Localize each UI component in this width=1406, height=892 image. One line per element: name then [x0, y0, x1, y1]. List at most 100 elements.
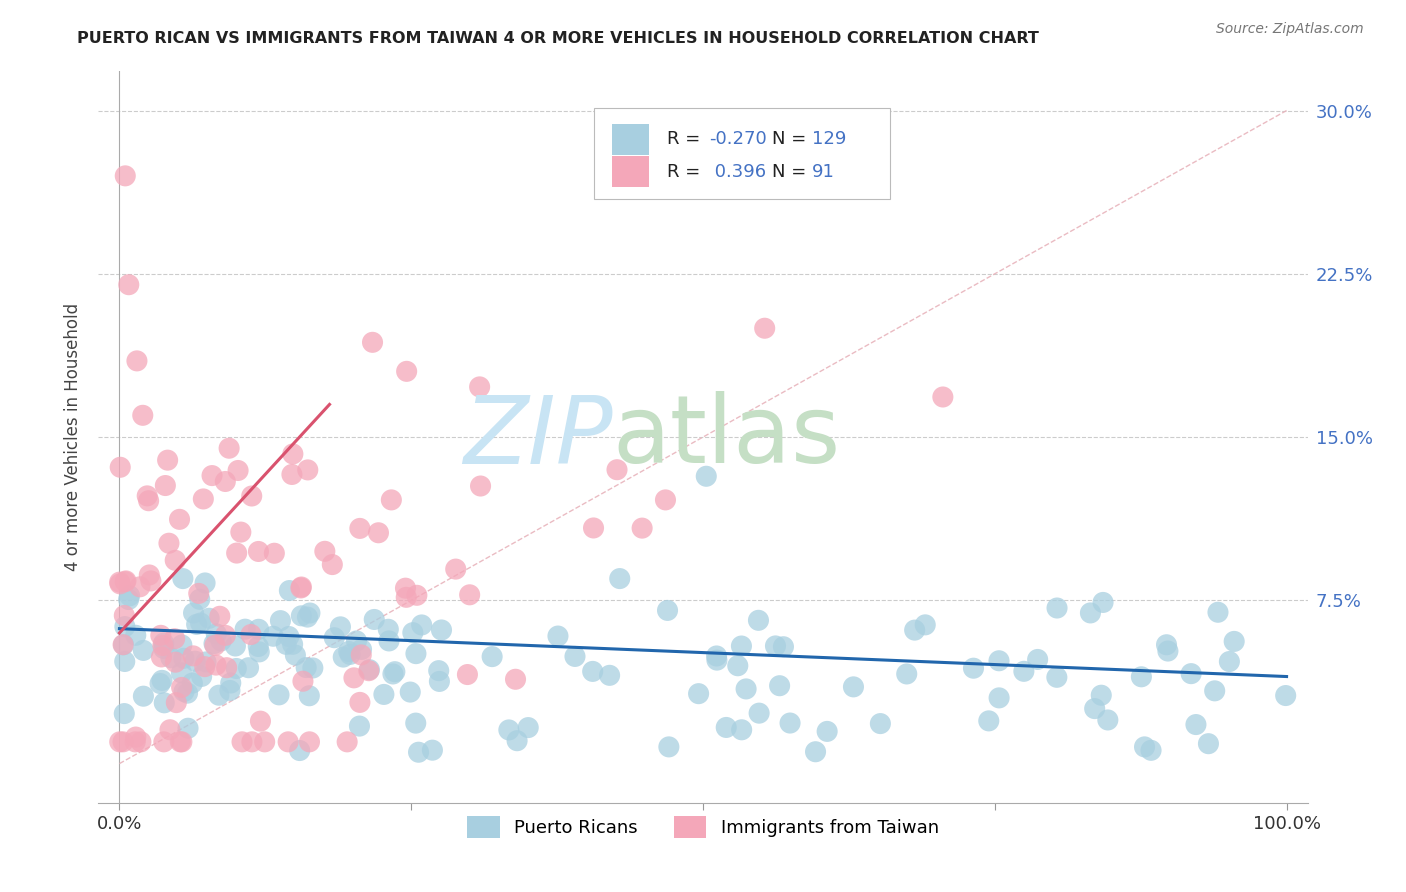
- Point: [281, 467, 304, 482]
- Point: [582, 665, 605, 679]
- Point: [350, 648, 373, 662]
- Point: [128, 580, 150, 594]
- Point: [190, 615, 212, 630]
- Point: [367, 525, 389, 540]
- Point: [1140, 743, 1163, 757]
- Point: [114, 655, 136, 669]
- Point: [302, 661, 325, 675]
- Point: [262, 629, 284, 643]
- Point: [205, 658, 228, 673]
- Point: [114, 169, 136, 183]
- Point: [108, 735, 131, 749]
- Point: [138, 568, 160, 582]
- Point: [225, 661, 247, 675]
- Point: [281, 447, 304, 461]
- Point: [804, 745, 827, 759]
- Point: [730, 639, 752, 653]
- Point: [184, 654, 207, 668]
- Point: [118, 589, 141, 603]
- Point: [298, 735, 321, 749]
- Point: [1080, 606, 1102, 620]
- Point: [904, 623, 927, 637]
- Point: [1180, 666, 1202, 681]
- Point: [606, 463, 628, 477]
- Text: PUERTO RICAN VS IMMIGRANTS FROM TAIWAN 4 OR MORE VEHICLES IN HOUSEHOLD CORRELATI: PUERTO RICAN VS IMMIGRANTS FROM TAIWAN 4…: [77, 31, 1039, 46]
- Text: R =: R =: [666, 130, 706, 148]
- Point: [176, 686, 198, 700]
- Point: [547, 629, 569, 643]
- Point: [343, 671, 366, 685]
- Point: [208, 609, 231, 624]
- Point: [582, 521, 605, 535]
- Point: [896, 667, 918, 681]
- Point: [226, 463, 249, 477]
- Point: [779, 716, 801, 731]
- Point: [139, 574, 162, 588]
- Text: ZIP: ZIP: [463, 392, 613, 483]
- Point: [276, 637, 298, 651]
- Point: [214, 628, 236, 642]
- Point: [170, 638, 193, 652]
- Point: [224, 639, 246, 653]
- Point: [231, 735, 253, 749]
- Point: [157, 536, 180, 550]
- Point: [349, 695, 371, 709]
- Point: [932, 390, 955, 404]
- Point: [772, 640, 794, 654]
- Point: [188, 592, 211, 607]
- Point: [153, 735, 176, 749]
- Point: [209, 634, 232, 648]
- Point: [962, 661, 984, 675]
- Point: [190, 669, 212, 683]
- Point: [977, 714, 1000, 728]
- Point: [361, 335, 384, 350]
- Point: [160, 650, 183, 665]
- Point: [159, 723, 181, 737]
- Point: [1204, 683, 1226, 698]
- Point: [429, 674, 451, 689]
- Point: [1046, 601, 1069, 615]
- Point: [170, 681, 193, 695]
- Point: [150, 673, 173, 688]
- Point: [378, 634, 401, 648]
- Y-axis label: 4 or more Vehicles in Household: 4 or more Vehicles in Household: [65, 303, 83, 571]
- Point: [163, 632, 186, 646]
- Point: [395, 591, 418, 605]
- Point: [214, 475, 236, 489]
- Point: [204, 639, 226, 653]
- Point: [291, 674, 314, 689]
- Point: [405, 716, 427, 731]
- Point: [735, 681, 758, 696]
- Point: [706, 648, 728, 663]
- Point: [205, 627, 228, 641]
- Point: [194, 659, 217, 673]
- Point: [658, 739, 681, 754]
- Point: [349, 521, 371, 535]
- Point: [290, 581, 312, 595]
- Point: [1206, 605, 1229, 619]
- Point: [321, 558, 343, 572]
- Point: [155, 478, 177, 492]
- Point: [247, 544, 270, 558]
- Point: [281, 637, 304, 651]
- Point: [869, 716, 891, 731]
- Point: [247, 622, 270, 636]
- Point: [1130, 670, 1153, 684]
- Point: [695, 469, 717, 483]
- Point: [506, 733, 529, 747]
- Point: [336, 735, 359, 749]
- Point: [505, 673, 527, 687]
- Text: 0.396: 0.396: [709, 162, 766, 180]
- FancyBboxPatch shape: [613, 156, 648, 187]
- Point: [349, 719, 371, 733]
- Point: [219, 683, 242, 698]
- Point: [359, 663, 381, 677]
- Point: [233, 622, 256, 636]
- Point: [125, 354, 148, 368]
- Point: [114, 619, 136, 633]
- Text: atlas: atlas: [613, 391, 841, 483]
- Point: [238, 661, 260, 675]
- Point: [152, 641, 174, 656]
- Point: [427, 664, 450, 678]
- Point: [149, 628, 172, 642]
